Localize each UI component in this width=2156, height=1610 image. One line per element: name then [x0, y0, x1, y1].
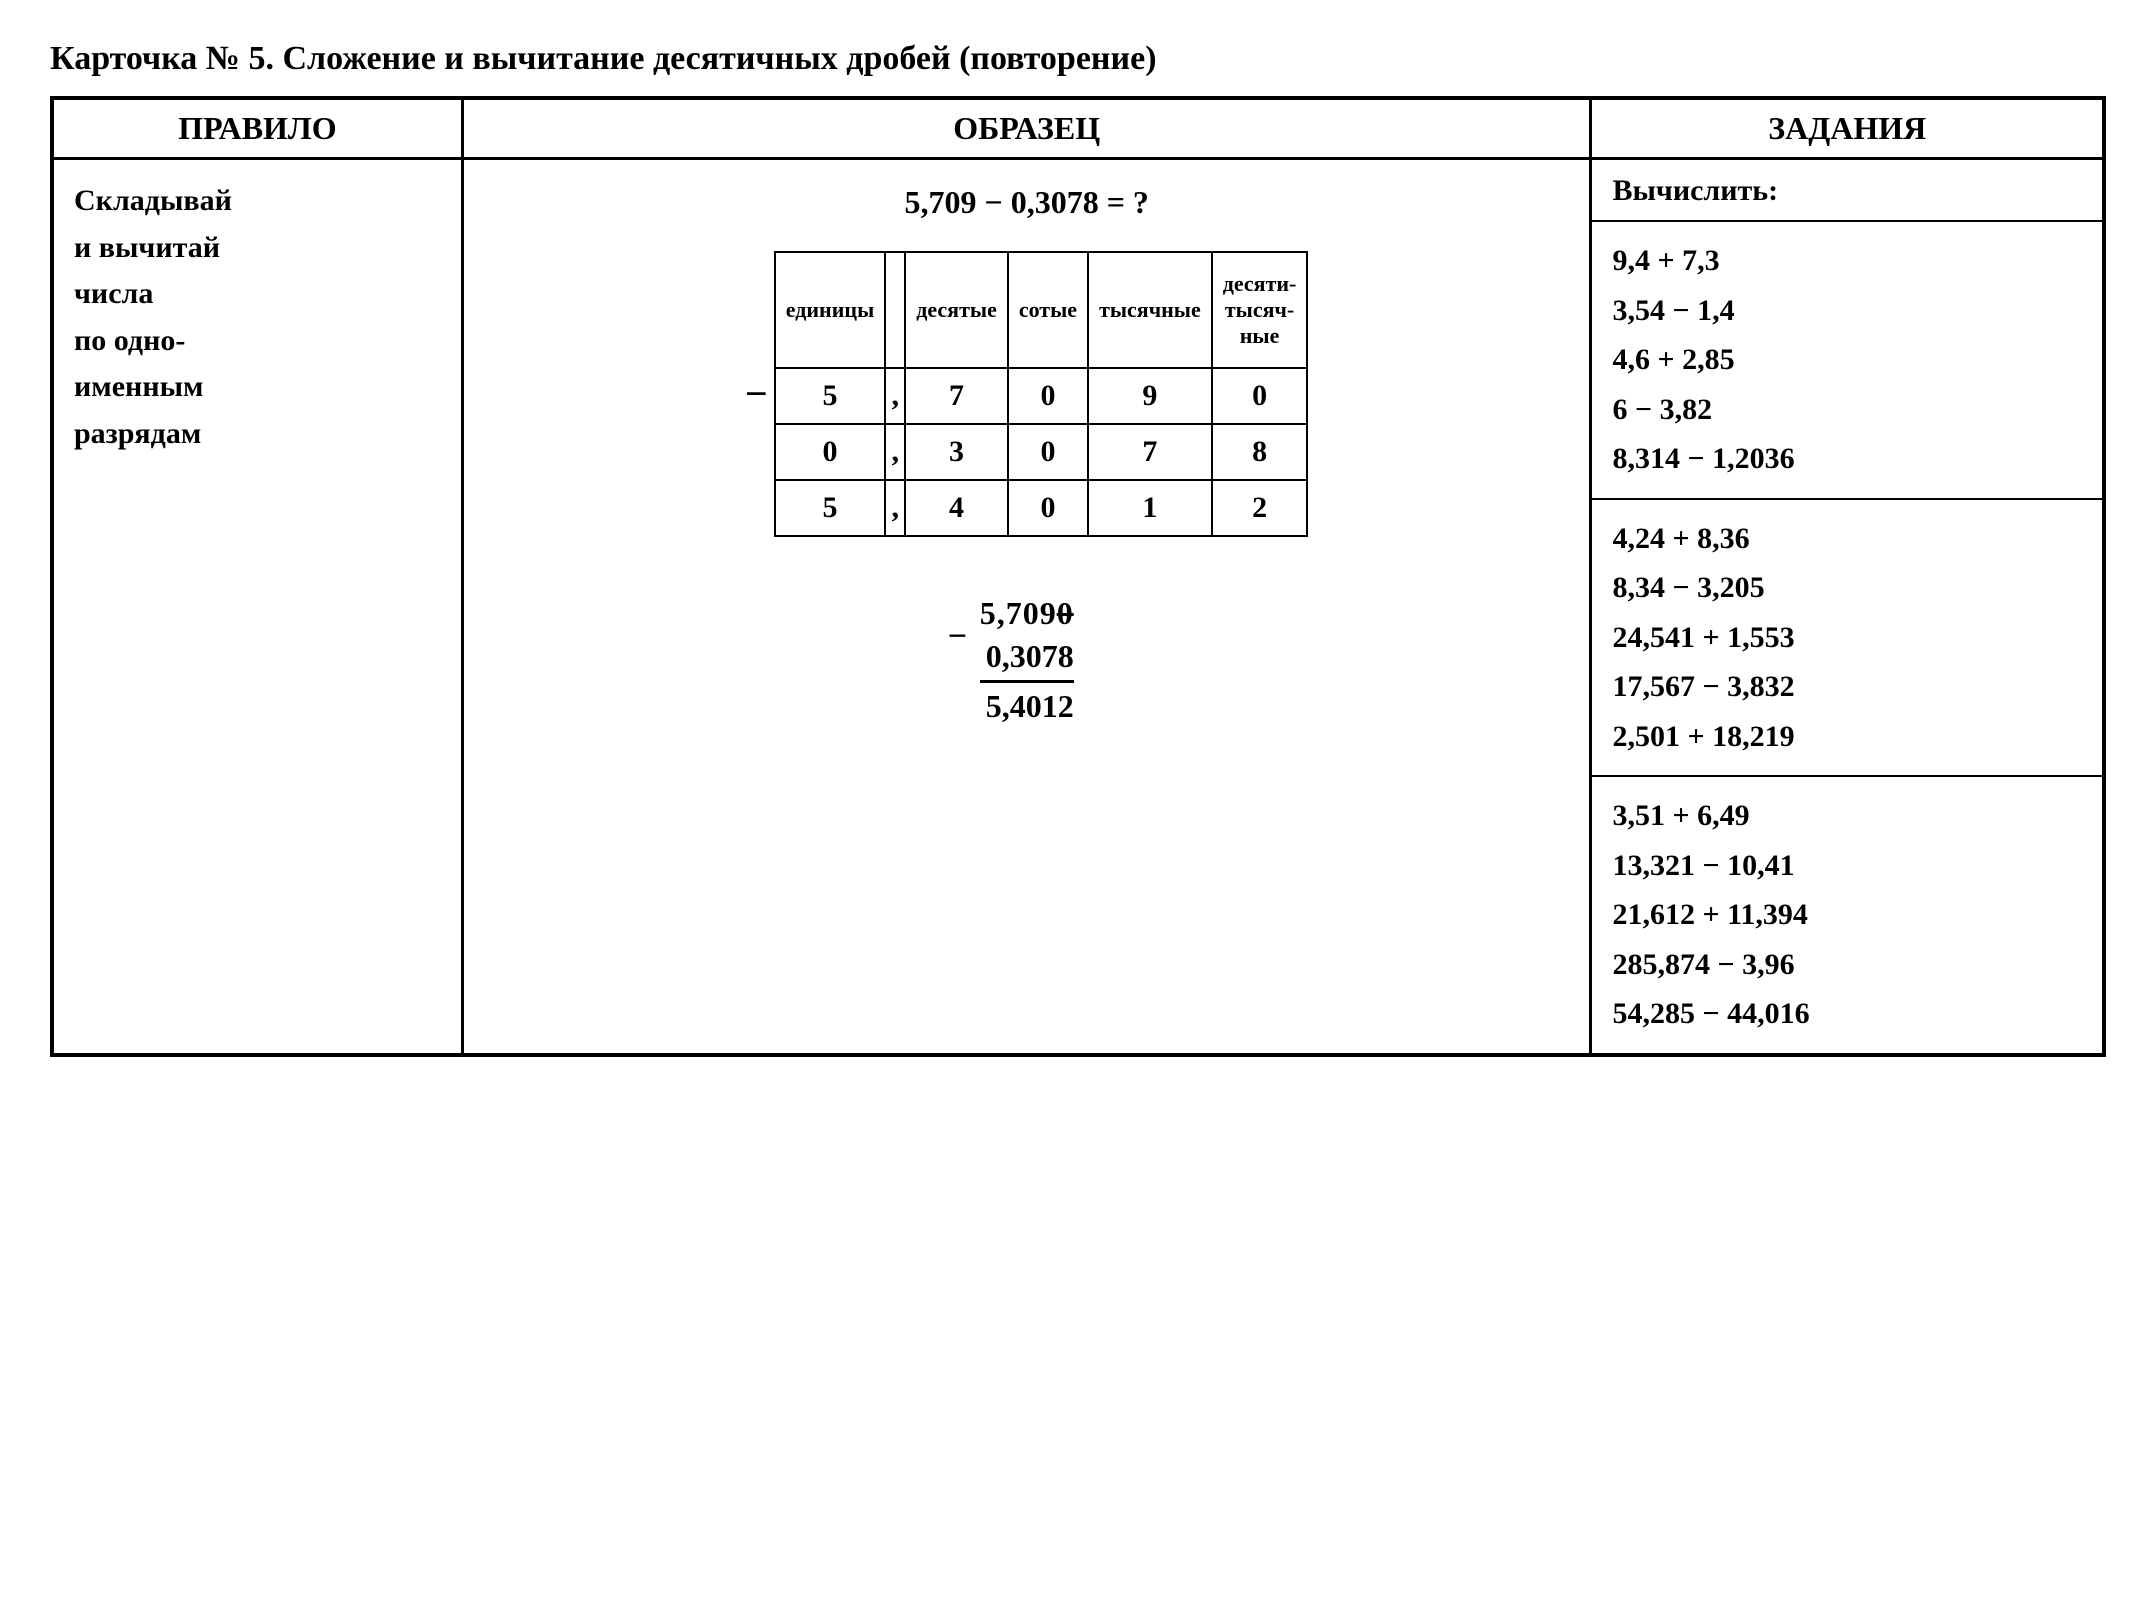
rule-line: разрядам [74, 417, 201, 450]
sample-equation: 5,709 − 0,3078 = ? [484, 184, 1570, 221]
rule-line: именным [74, 370, 203, 403]
minus-icon: − [948, 614, 967, 660]
digit-cell: 7 [905, 368, 1008, 424]
header-rule: ПРАВИЛО [52, 98, 462, 159]
sample-cell: 5,709 − 0,3078 = ? − единицы десятые сот… [462, 159, 1591, 1055]
digit-table-wrap: − единицы десятые сотые тысячные десяти-… [745, 251, 1308, 537]
rule-text: Складывай и вычитай числа по одно- именн… [74, 178, 441, 457]
digit-col-comma [885, 252, 905, 368]
digit-col-tenths: десятые [905, 252, 1008, 368]
digit-col-tenthousandths: десяти-тысяч-ные [1212, 252, 1308, 368]
digit-col-hundredths: сотые [1008, 252, 1088, 368]
digit-cell: 5 [775, 480, 885, 536]
rule-cell: Складывай и вычитай числа по одно- именн… [52, 159, 462, 1055]
task-line: 54,285 − 44,016 [1612, 989, 2082, 1039]
task-line: 3,54 − 1,4 [1612, 286, 2082, 336]
digit-row: 5 , 4 0 1 2 [775, 480, 1308, 536]
digit-cell: 0 [1008, 368, 1088, 424]
column-top-struck: 0 [1057, 595, 1074, 631]
column-second: 0,3078 [980, 635, 1074, 678]
header-sample: ОБРАЗЕЦ [462, 98, 1591, 159]
digit-cell: 7 [1088, 424, 1212, 480]
digit-row: 5 , 7 0 9 0 [775, 368, 1308, 424]
task-line: 24,541 + 1,553 [1612, 613, 2082, 663]
task-line: 2,501 + 18,219 [1612, 712, 2082, 762]
task-line: 3,51 + 6,49 [1612, 791, 2082, 841]
digit-cell: , [885, 480, 905, 536]
task-line: 21,612 + 11,394 [1612, 890, 2082, 940]
column-subtraction: − 5,7090 0,3078 5,4012 [980, 592, 1074, 729]
rule-line: Складывай [74, 184, 232, 217]
rule-line: по одно- [74, 324, 185, 357]
card-title: Карточка № 5. Сложение и вычитание десят… [50, 40, 2106, 78]
task-line: 6 − 3,82 [1612, 385, 2082, 435]
task-line: 17,567 − 3,832 [1612, 662, 2082, 712]
digit-cell: , [885, 424, 905, 480]
digit-col-units: единицы [775, 252, 885, 368]
digit-row: 0 , 3 0 7 8 [775, 424, 1308, 480]
digit-cell: 2 [1212, 480, 1308, 536]
task-line: 8,34 − 3,205 [1612, 563, 2082, 613]
digit-cell: 1 [1088, 480, 1212, 536]
column-top: 5,7090 [980, 592, 1074, 635]
digit-cell: 8 [1212, 424, 1308, 480]
rule-line: и вычитай [74, 231, 220, 264]
task-line: 4,6 + 2,85 [1612, 335, 2082, 385]
task-line: 285,874 − 3,96 [1612, 940, 2082, 990]
digit-table: единицы десятые сотые тысячные десяти-ты… [774, 251, 1309, 537]
digit-cell: 0 [1008, 424, 1088, 480]
digit-cell: 4 [905, 480, 1008, 536]
task-line: 8,314 − 1,2036 [1612, 434, 2082, 484]
task-group: 9,4 + 7,3 3,54 − 1,4 4,6 + 2,85 6 − 3,82… [1592, 222, 2102, 500]
digit-cell: 9 [1088, 368, 1212, 424]
column-line [980, 680, 1074, 683]
task-line: 13,321 − 10,41 [1612, 841, 2082, 891]
tasks-cell: Вычислить: 9,4 + 7,3 3,54 − 1,4 4,6 + 2,… [1591, 159, 2104, 1055]
column-result: 5,4012 [980, 685, 1074, 728]
minus-icon: − [745, 374, 768, 414]
digit-cell: 5 [775, 368, 885, 424]
tasks-header: Вычислить: [1592, 160, 2102, 222]
column-top-prefix: 5,709 [980, 595, 1057, 631]
digit-cell: 0 [1212, 368, 1308, 424]
digit-cell: 0 [775, 424, 885, 480]
task-group: 4,24 + 8,36 8,34 − 3,205 24,541 + 1,553 … [1592, 500, 2102, 778]
digit-col-thousandths: тысячные [1088, 252, 1212, 368]
header-tasks: ЗАДАНИЯ [1591, 98, 2104, 159]
digit-cell: , [885, 368, 905, 424]
main-table: ПРАВИЛО ОБРАЗЕЦ ЗАДАНИЯ Складывай и вычи… [50, 96, 2106, 1057]
task-line: 4,24 + 8,36 [1612, 514, 2082, 564]
task-group: 3,51 + 6,49 13,321 − 10,41 21,612 + 11,3… [1592, 777, 2102, 1053]
digit-cell: 3 [905, 424, 1008, 480]
digit-cell: 0 [1008, 480, 1088, 536]
rule-line: числа [74, 277, 153, 310]
task-line: 9,4 + 7,3 [1612, 236, 2082, 286]
